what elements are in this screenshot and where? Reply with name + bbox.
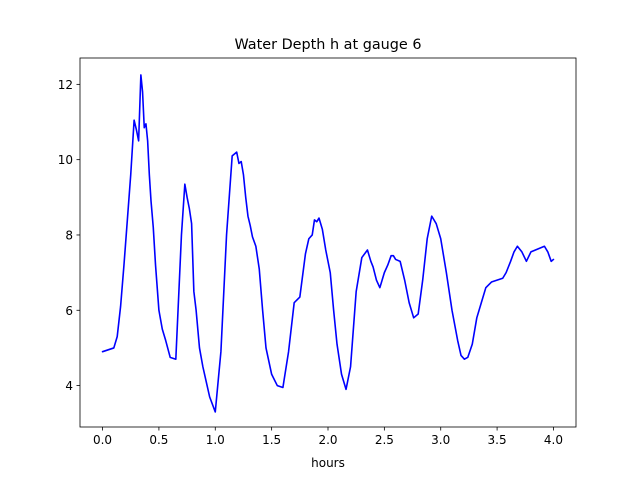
- x-tick-label: 3.0: [431, 433, 450, 447]
- x-tick-label: 0.5: [149, 433, 168, 447]
- y-tick-label: 6: [65, 304, 73, 318]
- plot-area: 0.0 0.5 1.0 1.5 2.0 2.5 3.0 3.5 4.0 4 6 8 10 12: [58, 57, 577, 447]
- x-tick-label: 2.0: [318, 433, 337, 447]
- x-tick-label: 3.5: [488, 433, 507, 447]
- x-tick-label: 1.5: [262, 433, 281, 447]
- y-tick-label: 4: [65, 379, 73, 393]
- series-line-0: [101, 74, 555, 413]
- y-tick-label: 8: [65, 228, 73, 242]
- x-axis-label: hours: [311, 456, 345, 470]
- chart-title: Water Depth h at gauge 6: [234, 37, 421, 53]
- x-tick-label: 0.0: [93, 433, 112, 447]
- x-tick-label: 2.5: [375, 433, 394, 447]
- x-tick-label: 4.0: [544, 433, 563, 447]
- y-tick-label: 12: [58, 78, 73, 92]
- y-tick-label: 10: [58, 153, 73, 167]
- x-tick-label: 1.0: [206, 433, 225, 447]
